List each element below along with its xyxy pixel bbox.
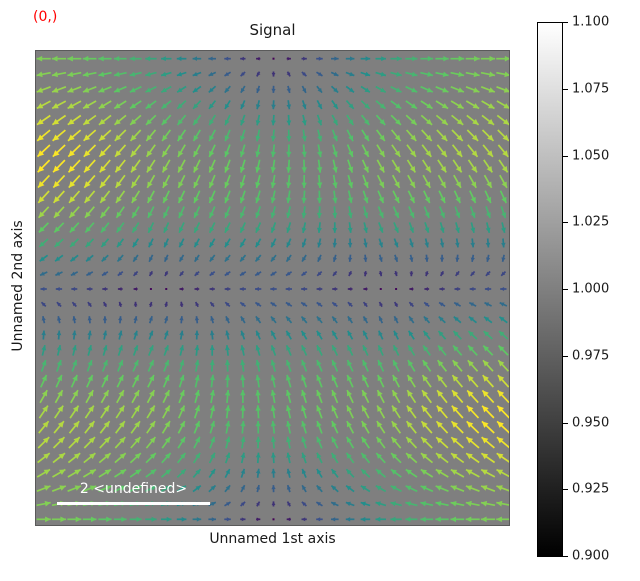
colorbar-tick-label: 1.050: [572, 148, 610, 163]
colorbar-tick-label: 1.025: [572, 214, 610, 230]
quiver-plot-canvas[interactable]: 2 <undefined>: [35, 50, 510, 526]
colorbar-tick-label: 0.900: [572, 548, 610, 564]
colorbar-tick: [563, 489, 568, 491]
colorbar-tick: [563, 355, 568, 357]
colorbar-tick: [563, 22, 568, 23]
colorbar-tick-label: 1.000: [572, 281, 610, 297]
y-axis-label: Unnamed 2nd axis: [10, 220, 26, 352]
colorbar-tick-label: 0.975: [572, 348, 610, 364]
scalebar: [57, 502, 210, 505]
colorbar-tick: [563, 422, 568, 424]
colorbar-tick: [563, 88, 568, 90]
navigation-index-label: (0,): [33, 9, 58, 25]
colorbar-tick: [563, 222, 568, 224]
colorbar-tick: [563, 155, 568, 157]
colorbar-tick-label: 0.925: [572, 481, 610, 497]
quiver-arrows-layer: [36, 55, 509, 523]
colorbar-tick: [563, 289, 568, 290]
scalebar-label: 2 <undefined>: [79, 481, 188, 497]
colorbar-gradient: [537, 22, 563, 557]
colorbar-tick: [563, 556, 568, 557]
colorbar-tick-label: 0.950: [572, 415, 610, 430]
colorbar-tick-label: 1.075: [572, 81, 610, 97]
plot-title: Signal: [249, 21, 296, 39]
colorbar-tick-label: 1.100: [572, 14, 610, 30]
x-axis-label: Unnamed 1st axis: [209, 531, 336, 547]
